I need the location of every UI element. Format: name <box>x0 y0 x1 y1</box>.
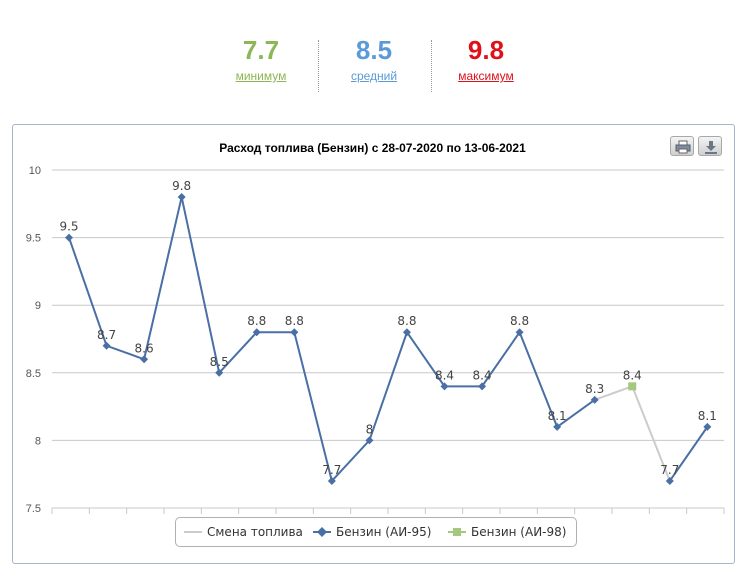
data-label: 8.4 <box>473 368 492 382</box>
y-tick-label: 7.5 <box>26 503 41 515</box>
y-tick-label: 8.5 <box>26 368 41 380</box>
data-label: 7.7 <box>322 463 341 477</box>
data-point <box>140 355 149 364</box>
y-tick-label: 9 <box>35 300 41 312</box>
data-label: 8.6 <box>135 341 154 355</box>
data-point <box>628 382 637 391</box>
data-point <box>478 382 487 391</box>
stat-avg-value: 8.5 <box>355 35 393 65</box>
legend-item-ai98[interactable]: Бензин (АИ-98) <box>471 525 567 539</box>
stat-max: 9.8 максимум <box>431 34 541 85</box>
data-point <box>65 233 73 242</box>
data-label: 7.7 <box>660 463 679 477</box>
data-point <box>177 193 186 202</box>
data-point <box>365 436 374 445</box>
data-label: 8.5 <box>210 355 229 369</box>
data-label: 8.1 <box>548 409 567 423</box>
series-line-1 <box>68 196 596 483</box>
stat-avg: 8.5 средний <box>319 34 429 85</box>
data-point <box>590 395 599 404</box>
data-label: 8 <box>366 422 374 436</box>
download-button[interactable] <box>698 136 722 156</box>
print-icon <box>675 140 691 154</box>
download-icon <box>705 141 717 154</box>
data-point <box>327 476 336 485</box>
stat-max-value: 9.8 <box>467 35 505 65</box>
data-label: 9.5 <box>59 220 78 234</box>
series-line-0 <box>594 385 671 482</box>
stat-max-link[interactable]: максимум <box>458 69 514 83</box>
legend-symbol-ai98 <box>448 528 466 536</box>
data-point <box>102 341 111 350</box>
data-label: 8.7 <box>97 328 116 342</box>
stat-divider <box>431 40 432 92</box>
data-point <box>290 328 299 337</box>
legend-item-fuel-change[interactable]: Смена топлива <box>207 525 303 539</box>
y-tick-label: 9.5 <box>26 233 41 245</box>
data-point <box>665 476 674 485</box>
data-point <box>252 328 261 337</box>
legend: Смена топлива Бензин (АИ-95) Бензин (АИ-… <box>175 517 577 547</box>
data-label: 8.4 <box>435 368 454 382</box>
data-label: 8.3 <box>585 382 604 396</box>
chart-container <box>12 124 735 564</box>
legend-symbol-fuel-change <box>184 531 202 533</box>
data-label: 9.8 <box>172 179 191 193</box>
data-point <box>440 382 449 391</box>
data-label: 8.8 <box>285 314 304 328</box>
chart-title: Расход топлива (Бензин) с 28-07-2020 по … <box>219 141 526 155</box>
data-label: 8.1 <box>698 409 717 423</box>
data-label: 8.4 <box>623 368 642 382</box>
data-point <box>515 328 524 337</box>
legend-symbol-ai95 <box>313 527 331 537</box>
stat-avg-link[interactable]: средний <box>350 69 398 83</box>
data-point <box>402 328 411 337</box>
y-tick-label: 8 <box>35 435 41 447</box>
stat-min: 7.7 минимум <box>206 34 316 85</box>
stats-summary: 7.7 минимум 8.5 средний 9.8 максимум <box>0 34 745 94</box>
y-tick-label: 10 <box>29 165 41 177</box>
print-button[interactable] <box>670 136 694 156</box>
stat-min-value: 7.7 <box>242 35 280 65</box>
legend-item-ai95[interactable]: Бензин (АИ-95) <box>336 525 432 539</box>
stat-divider <box>318 40 319 92</box>
data-label: 8.8 <box>247 314 266 328</box>
data-label: 8.8 <box>397 314 416 328</box>
data-label: 8.8 <box>510 314 529 328</box>
stat-min-link[interactable]: минимум <box>235 69 287 83</box>
series-line-1 <box>668 426 709 482</box>
data-point <box>703 422 712 431</box>
data-point <box>215 368 224 377</box>
data-point <box>553 422 562 431</box>
